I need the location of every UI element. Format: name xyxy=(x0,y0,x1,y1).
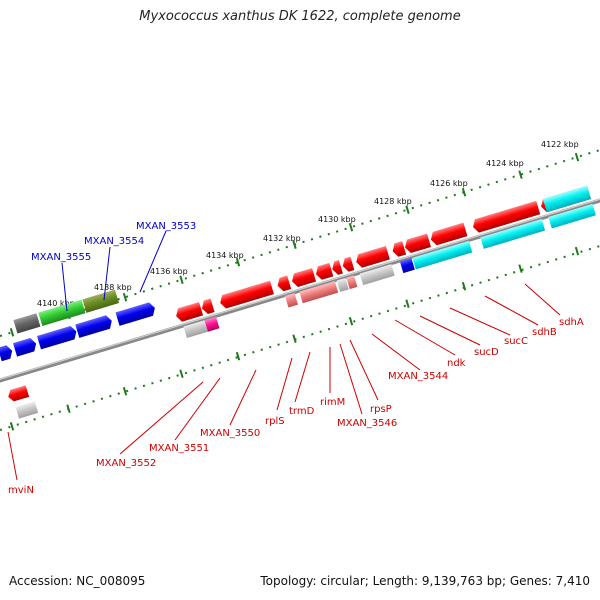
scale-tick xyxy=(518,264,523,273)
label-trmd: trmD xyxy=(289,406,315,417)
label-mxan-3544: MXAN_3544 xyxy=(388,371,448,382)
blue-labels: MXAN_3555 MXAN_3554 MXAN_3553 xyxy=(31,221,196,263)
scale-tick xyxy=(292,334,297,343)
label-mxan-3550: MXAN_3550 xyxy=(200,428,260,439)
gene-red[interactable] xyxy=(471,200,541,234)
label-mxan-3554: MXAN_3554 xyxy=(84,236,144,247)
gene-red[interactable] xyxy=(290,268,317,288)
scale-label-4122: 4122 kbp xyxy=(541,140,579,149)
label-mvin: mviN xyxy=(8,485,34,496)
gene-pink[interactable] xyxy=(346,275,358,290)
scale-tick xyxy=(66,404,71,414)
label-mxan-3551: MXAN_3551 xyxy=(149,443,209,454)
gene-red[interactable] xyxy=(314,262,334,281)
label-mxan-3553: MXAN_3553 xyxy=(136,221,196,232)
label-rpls: rplS xyxy=(265,416,285,427)
gene-red[interactable] xyxy=(403,233,432,255)
label-rimm: rimM xyxy=(320,397,345,408)
gene-dark-gray[interactable] xyxy=(13,313,41,334)
scale-tick xyxy=(405,205,410,214)
scale-label-4134: 4134 kbp xyxy=(206,251,244,260)
scale-label-4130: 4130 kbp xyxy=(318,215,356,224)
scale-label-4136: 4136 kbp xyxy=(150,267,188,276)
gene-red[interactable] xyxy=(341,256,355,273)
gene-light-gray[interactable] xyxy=(336,277,349,293)
scale-tick xyxy=(235,351,241,361)
gene-cyan[interactable] xyxy=(542,185,591,213)
gene-blue[interactable] xyxy=(75,314,114,338)
scale-label-4126: 4126 kbp xyxy=(430,179,468,188)
gene-blue[interactable] xyxy=(399,258,415,274)
scale-tick xyxy=(461,281,467,291)
gene-pink[interactable] xyxy=(284,293,298,308)
scale-label-4128: 4128 kbp xyxy=(374,197,412,206)
gene-pink[interactable] xyxy=(299,281,339,304)
gene-green[interactable] xyxy=(38,299,86,327)
scale-tick xyxy=(235,257,241,267)
gene-blue[interactable] xyxy=(115,301,157,326)
label-mxan-3555: MXAN_3555 xyxy=(31,252,91,263)
accession-text: Accession: NC_008095 xyxy=(9,574,146,588)
scale-label-4138: 4138 kbp xyxy=(94,283,132,292)
genome-meta-text: Topology: circular; Length: 9,139,763 bp… xyxy=(260,574,590,588)
label-succ: sucC xyxy=(504,336,528,347)
scale-tick xyxy=(292,240,297,249)
gene-red[interactable] xyxy=(391,241,407,258)
scale-tick xyxy=(574,246,580,256)
red-callouts xyxy=(7,283,561,481)
gene-red[interactable] xyxy=(354,245,390,269)
scale-label-4132: 4132 kbp xyxy=(263,234,301,243)
scale-tick xyxy=(179,275,184,285)
gene-light-gray[interactable] xyxy=(15,401,39,419)
scale-tick xyxy=(9,421,15,431)
scale-label-4140: 4140 kbp xyxy=(37,299,75,308)
gene-red[interactable] xyxy=(330,260,343,276)
gene-light-gray[interactable] xyxy=(359,264,395,286)
scale-label-4124: 4124 kbp xyxy=(486,159,524,168)
gene-red[interactable] xyxy=(429,222,468,247)
gene-cyan[interactable] xyxy=(480,219,546,249)
scale-tick xyxy=(518,170,523,179)
gene-red[interactable] xyxy=(174,301,204,323)
scale-tick xyxy=(122,386,128,396)
gene-olive[interactable] xyxy=(82,289,119,313)
gene-cyan[interactable] xyxy=(412,240,473,270)
label-ndk: ndk xyxy=(447,358,466,369)
scale-tick xyxy=(574,152,580,162)
scale-tick xyxy=(348,222,354,232)
gene-red[interactable] xyxy=(7,385,30,402)
scale-tick xyxy=(461,187,467,197)
gene-red[interactable] xyxy=(218,280,274,310)
red-labels: mviN MXAN_3552 MXAN_3551 MXAN_3550 rplS … xyxy=(8,317,584,496)
label-sdha: sdhA xyxy=(559,317,584,328)
gene-blue[interactable] xyxy=(0,344,14,362)
label-mxan-3546: MXAN_3546 xyxy=(337,418,397,429)
scale-tick xyxy=(348,316,354,326)
blue-callouts xyxy=(61,230,167,312)
gene-blue[interactable] xyxy=(36,325,78,350)
scale-tick xyxy=(122,292,128,302)
label-mxan-3552: MXAN_3552 xyxy=(96,458,156,469)
gene-features xyxy=(0,185,596,419)
gene-red[interactable] xyxy=(276,275,292,293)
gene-red[interactable] xyxy=(200,298,215,316)
genome-backbone xyxy=(0,198,600,383)
label-sdhb: sdhB xyxy=(532,327,557,338)
scale-tick xyxy=(405,299,410,308)
gene-cyan[interactable] xyxy=(548,203,596,229)
gene-magenta[interactable] xyxy=(204,316,220,332)
scale-labels: 4122 kbp 4124 kbp 4126 kbp 4128 kbp 4130… xyxy=(37,140,579,308)
label-rpsp: rpsP xyxy=(370,404,392,415)
label-sucd: sucD xyxy=(474,347,499,358)
scale-tick xyxy=(179,369,184,379)
gene-blue[interactable] xyxy=(13,337,38,357)
scale-tick xyxy=(9,327,15,337)
gene-light-gray[interactable] xyxy=(183,320,208,339)
map-title: Myxococcus xanthus DK 1622, complete gen… xyxy=(139,9,461,24)
